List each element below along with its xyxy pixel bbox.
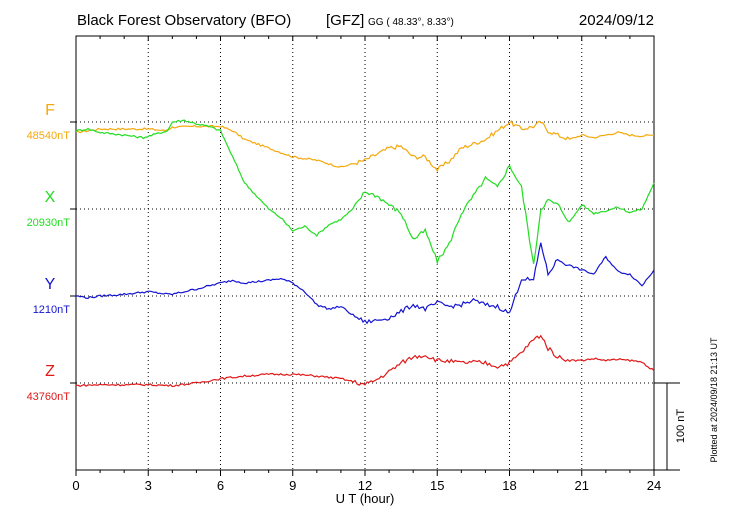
series-line-f [75,120,655,173]
institute-label: [GFZ] [326,12,364,29]
series-name-y: Y [45,276,56,293]
grid-lines [76,36,654,470]
scale-bar-label: 100 nT [675,409,687,444]
chart-title: Black Forest Observatory (BFO) [77,12,291,29]
x-tick-label: 21 [575,478,589,493]
series-lines [75,119,655,388]
axis-ticks: 0 3 6 9 12 15 18 21 24 [70,36,661,493]
series-line-x [75,119,655,266]
x-tick-label: 3 [145,478,152,493]
series-baseline-y: 1210nT [33,304,71,316]
series-name-x: X [45,189,56,206]
x-tick-label: 0 [72,478,79,493]
x-tick-label: 24 [647,478,661,493]
scale-bar: 100 nT [654,382,687,471]
series-line-y [75,242,655,325]
x-tick-label: 9 [289,478,296,493]
plotted-note: Plotted at 2024/09/18 21:13 UT [709,337,719,463]
date-label: 2024/09/12 [579,12,654,29]
series-name-z: Z [45,363,55,380]
x-tick-label: 12 [358,478,372,493]
series-labels: F 48540nT X 20930nT Y 1210nT Z 43760nT [27,102,71,403]
series-baseline-x: 20930nT [27,217,71,229]
series-name-f: F [45,102,55,119]
x-tick-label: 6 [217,478,224,493]
x-tick-label: 15 [430,478,444,493]
x-tick-label: 18 [502,478,516,493]
x-axis-title: U T (hour) [336,491,395,506]
series-baseline-f: 48540nT [27,130,71,142]
series-baseline-z: 43760nT [27,391,71,403]
coordinates-label: GG ( 48.33°, 8.33°) [368,17,454,28]
series-line-z [75,334,655,388]
